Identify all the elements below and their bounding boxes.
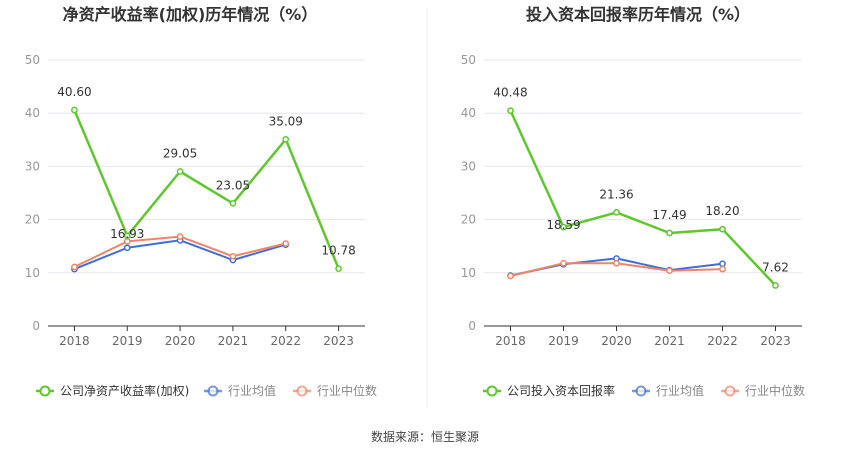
y-tick-label: 40 [25,106,40,120]
data-point [666,229,673,237]
data-point [719,225,726,233]
data-point [507,107,514,114]
y-tick-label: 10 [25,266,40,280]
y-tick-label: 0 [468,319,476,333]
legend-label: 行业中位数 [745,383,805,398]
x-tick-label: 2021 [218,334,249,348]
legend-swatch-marker [296,385,308,397]
data-point [613,209,620,216]
legend-swatch-marker [39,385,51,397]
y-tick-label: 0 [32,319,40,333]
y-tick-label: 20 [461,213,476,227]
data-label: 18.59 [546,218,580,232]
series-line-company [509,110,777,287]
data-point [282,135,290,143]
x-tick-label: 2022 [707,334,738,348]
x-tick-label: 2023 [323,334,354,348]
data-point [282,240,290,247]
data-label: 7.62 [762,260,789,274]
legend-label: 公司净资产收益率(加权) [60,383,189,398]
x-tick-label: 2018 [495,334,526,348]
legend-swatch-marker [724,385,736,397]
data-label: 29.05 [163,146,197,160]
data-point [229,200,237,207]
data-point [335,265,342,273]
data-point [613,259,620,267]
data-label: 16.93 [110,227,144,241]
y-tick-label: 50 [461,53,476,67]
y-tick-label: 50 [25,53,40,67]
legend-swatch-marker [486,385,498,397]
x-tick-label: 2022 [270,334,301,348]
data-point [507,272,514,280]
data-label: 17.49 [652,208,686,222]
series-line-company [73,109,340,270]
legend-label: 行业中位数 [317,383,377,398]
data-label: 35.09 [269,114,303,128]
data-point [229,252,237,260]
y-tick-label: 20 [25,213,40,227]
x-tick-label: 2019 [112,334,143,348]
data-point [71,106,78,114]
data-label: 18.20 [705,204,739,218]
x-tick-label: 2020 [165,334,196,348]
data-point [560,223,567,231]
x-tick-label: 2023 [760,334,791,348]
legend-swatch-marker [207,385,219,397]
data-label: 40.48 [493,86,527,100]
x-tick-label: 2021 [654,334,685,348]
data-label: 10.78 [321,244,355,258]
data-point [123,232,131,240]
data-point [719,265,726,273]
data-point [772,282,779,289]
data-point [71,263,78,271]
data-point [176,233,184,240]
x-tick-label: 2020 [601,334,632,348]
data-point [666,267,673,275]
data-source-label: 数据来源：恒生聚源 [370,430,479,444]
x-tick-label: 2018 [59,334,90,348]
series-line-industry-mean [74,239,287,271]
legend-label: 公司投入资本回报率 [507,383,615,398]
y-tick-label: 40 [461,106,476,120]
data-point [176,168,184,175]
data-label: 40.60 [57,85,91,99]
data-point [560,259,567,267]
y-tick-label: 30 [461,159,476,173]
data-point [719,260,726,268]
legend-swatch-marker [635,385,647,397]
x-tick-label: 2019 [548,334,579,348]
data-label: 21.36 [599,187,633,201]
data-point [123,244,131,252]
y-tick-label: 30 [25,159,40,173]
y-tick-label: 10 [461,266,476,280]
chart-title: 净资产收益率(加权)历年情况（%） [63,5,318,24]
chart-title: 投入资本回报率历年情况（%） [526,5,750,24]
data-label: 23.05 [216,178,250,192]
legend-label: 行业均值 [656,383,704,398]
legend-label: 行业均值 [228,383,276,398]
